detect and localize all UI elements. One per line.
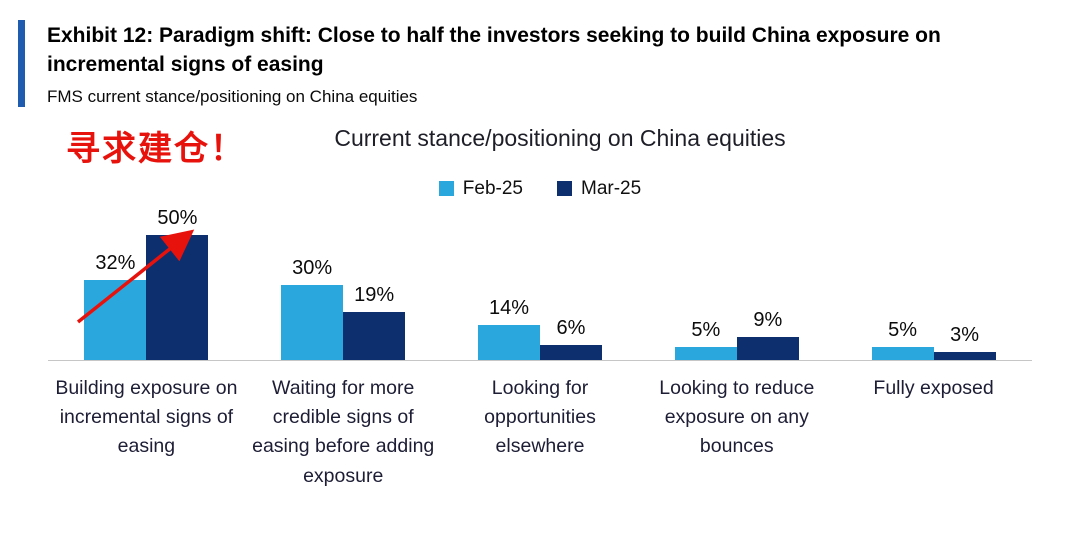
bar-column: 32% (84, 251, 147, 360)
x-axis-segment: Looking for opportunities elsewhere (441, 359, 639, 462)
bar-mar-25 (933, 352, 996, 360)
chart-title: Current stance/positioning on China equi… (334, 124, 786, 151)
value-label: 32% (95, 251, 136, 274)
category-group: 32% 50% Building exposure on incremental s… (48, 206, 245, 491)
x-axis-segment: Building exposure on incremental signs o… (48, 359, 245, 462)
annotation-cn-text: 寻求建仓！ (66, 129, 246, 168)
value-label: 5% (691, 319, 721, 342)
bar-column: 19% (343, 284, 406, 360)
bar-column: 30% (281, 256, 344, 360)
value-label: 9% (753, 309, 783, 332)
exhibit-subtitle: FMS current stance/positioning on China … (47, 86, 418, 106)
bar-column: 5% (871, 319, 934, 360)
category-group: 5% 3% Fully exposed (835, 210, 1032, 491)
bar-mar-25 (736, 337, 799, 360)
legend-item-feb-25: Feb-25 (438, 177, 523, 200)
category-label: Building exposure on incremental signs o… (55, 376, 238, 458)
bar-pair: 30% 19% (245, 210, 442, 360)
x-axis-segment: Waiting for more credible signs of easin… (244, 359, 442, 491)
value-label: 5% (888, 319, 918, 342)
plot-area: 32% 50% Building exposure on incremental s… (18, 206, 1062, 491)
value-label: 50% (157, 206, 198, 229)
legend-swatch (438, 181, 454, 197)
bar-mar-25 (343, 312, 406, 360)
value-label: 6% (556, 316, 586, 339)
accent-bar (18, 20, 25, 107)
bar-mar-25 (539, 344, 602, 360)
bar-pair: 5% 3% (835, 210, 1032, 360)
bar-column: 6% (539, 316, 602, 360)
bar-pair: 14% 6% (442, 210, 639, 360)
category-group: 14% 6% Looking for opportunities elsewhere (441, 210, 639, 491)
exhibit-header: Exhibit 12: Paradigm shift: Close to hal… (18, 20, 1062, 107)
category-label: Fully exposed (873, 376, 994, 399)
bar-column: 5% (674, 319, 737, 360)
bar-groups: 32% 50% Building exposure on incremental s… (48, 206, 1032, 491)
category-label: Looking to reduce exposure on any bounce… (659, 376, 815, 458)
category-group: 30% 19% Waiting for more credible signs of… (244, 210, 442, 491)
bar-feb-25 (84, 279, 147, 360)
bar-pair: 32% 50% (48, 206, 245, 360)
category-label: Looking for opportunities elsewhere (484, 376, 596, 458)
category-group: 5% 9% Looking to reduce exposure on any bo… (638, 210, 836, 491)
header-text: Exhibit 12: Paradigm shift: Close to hal… (47, 20, 1047, 107)
legend-label: Feb-25 (462, 177, 523, 199)
value-label: 19% (354, 284, 395, 307)
legend: Feb-25 Mar-25 (18, 178, 1062, 200)
legend-item-mar-25: Mar-25 (557, 178, 641, 200)
bar-column: 14% (477, 296, 540, 360)
legend-label: Mar-25 (581, 177, 642, 199)
value-label: 3% (950, 324, 980, 347)
value-label: 14% (488, 296, 529, 319)
x-axis-segment: Fully exposed (835, 359, 1032, 403)
chart: 寻求建仓！ Current stance/positioning on Chin… (18, 125, 1062, 491)
category-label: Waiting for more credible signs of easin… (252, 376, 435, 487)
bar-column: 9% (736, 309, 799, 360)
bar-feb-25 (477, 324, 540, 360)
bar-mar-25 (146, 234, 209, 360)
bar-pair: 5% 9% (638, 210, 835, 360)
x-axis-segment: Looking to reduce exposure on any bounce… (638, 359, 836, 462)
bar-feb-25 (674, 347, 737, 360)
bar-feb-25 (281, 284, 344, 360)
value-label: 30% (292, 256, 333, 279)
bar-column: 3% (933, 324, 996, 360)
legend-swatch (557, 181, 572, 197)
bar-column: 50% (146, 206, 209, 360)
exhibit-title: Exhibit 12: Paradigm shift: Close to hal… (47, 24, 941, 76)
bar-feb-25 (871, 347, 934, 360)
